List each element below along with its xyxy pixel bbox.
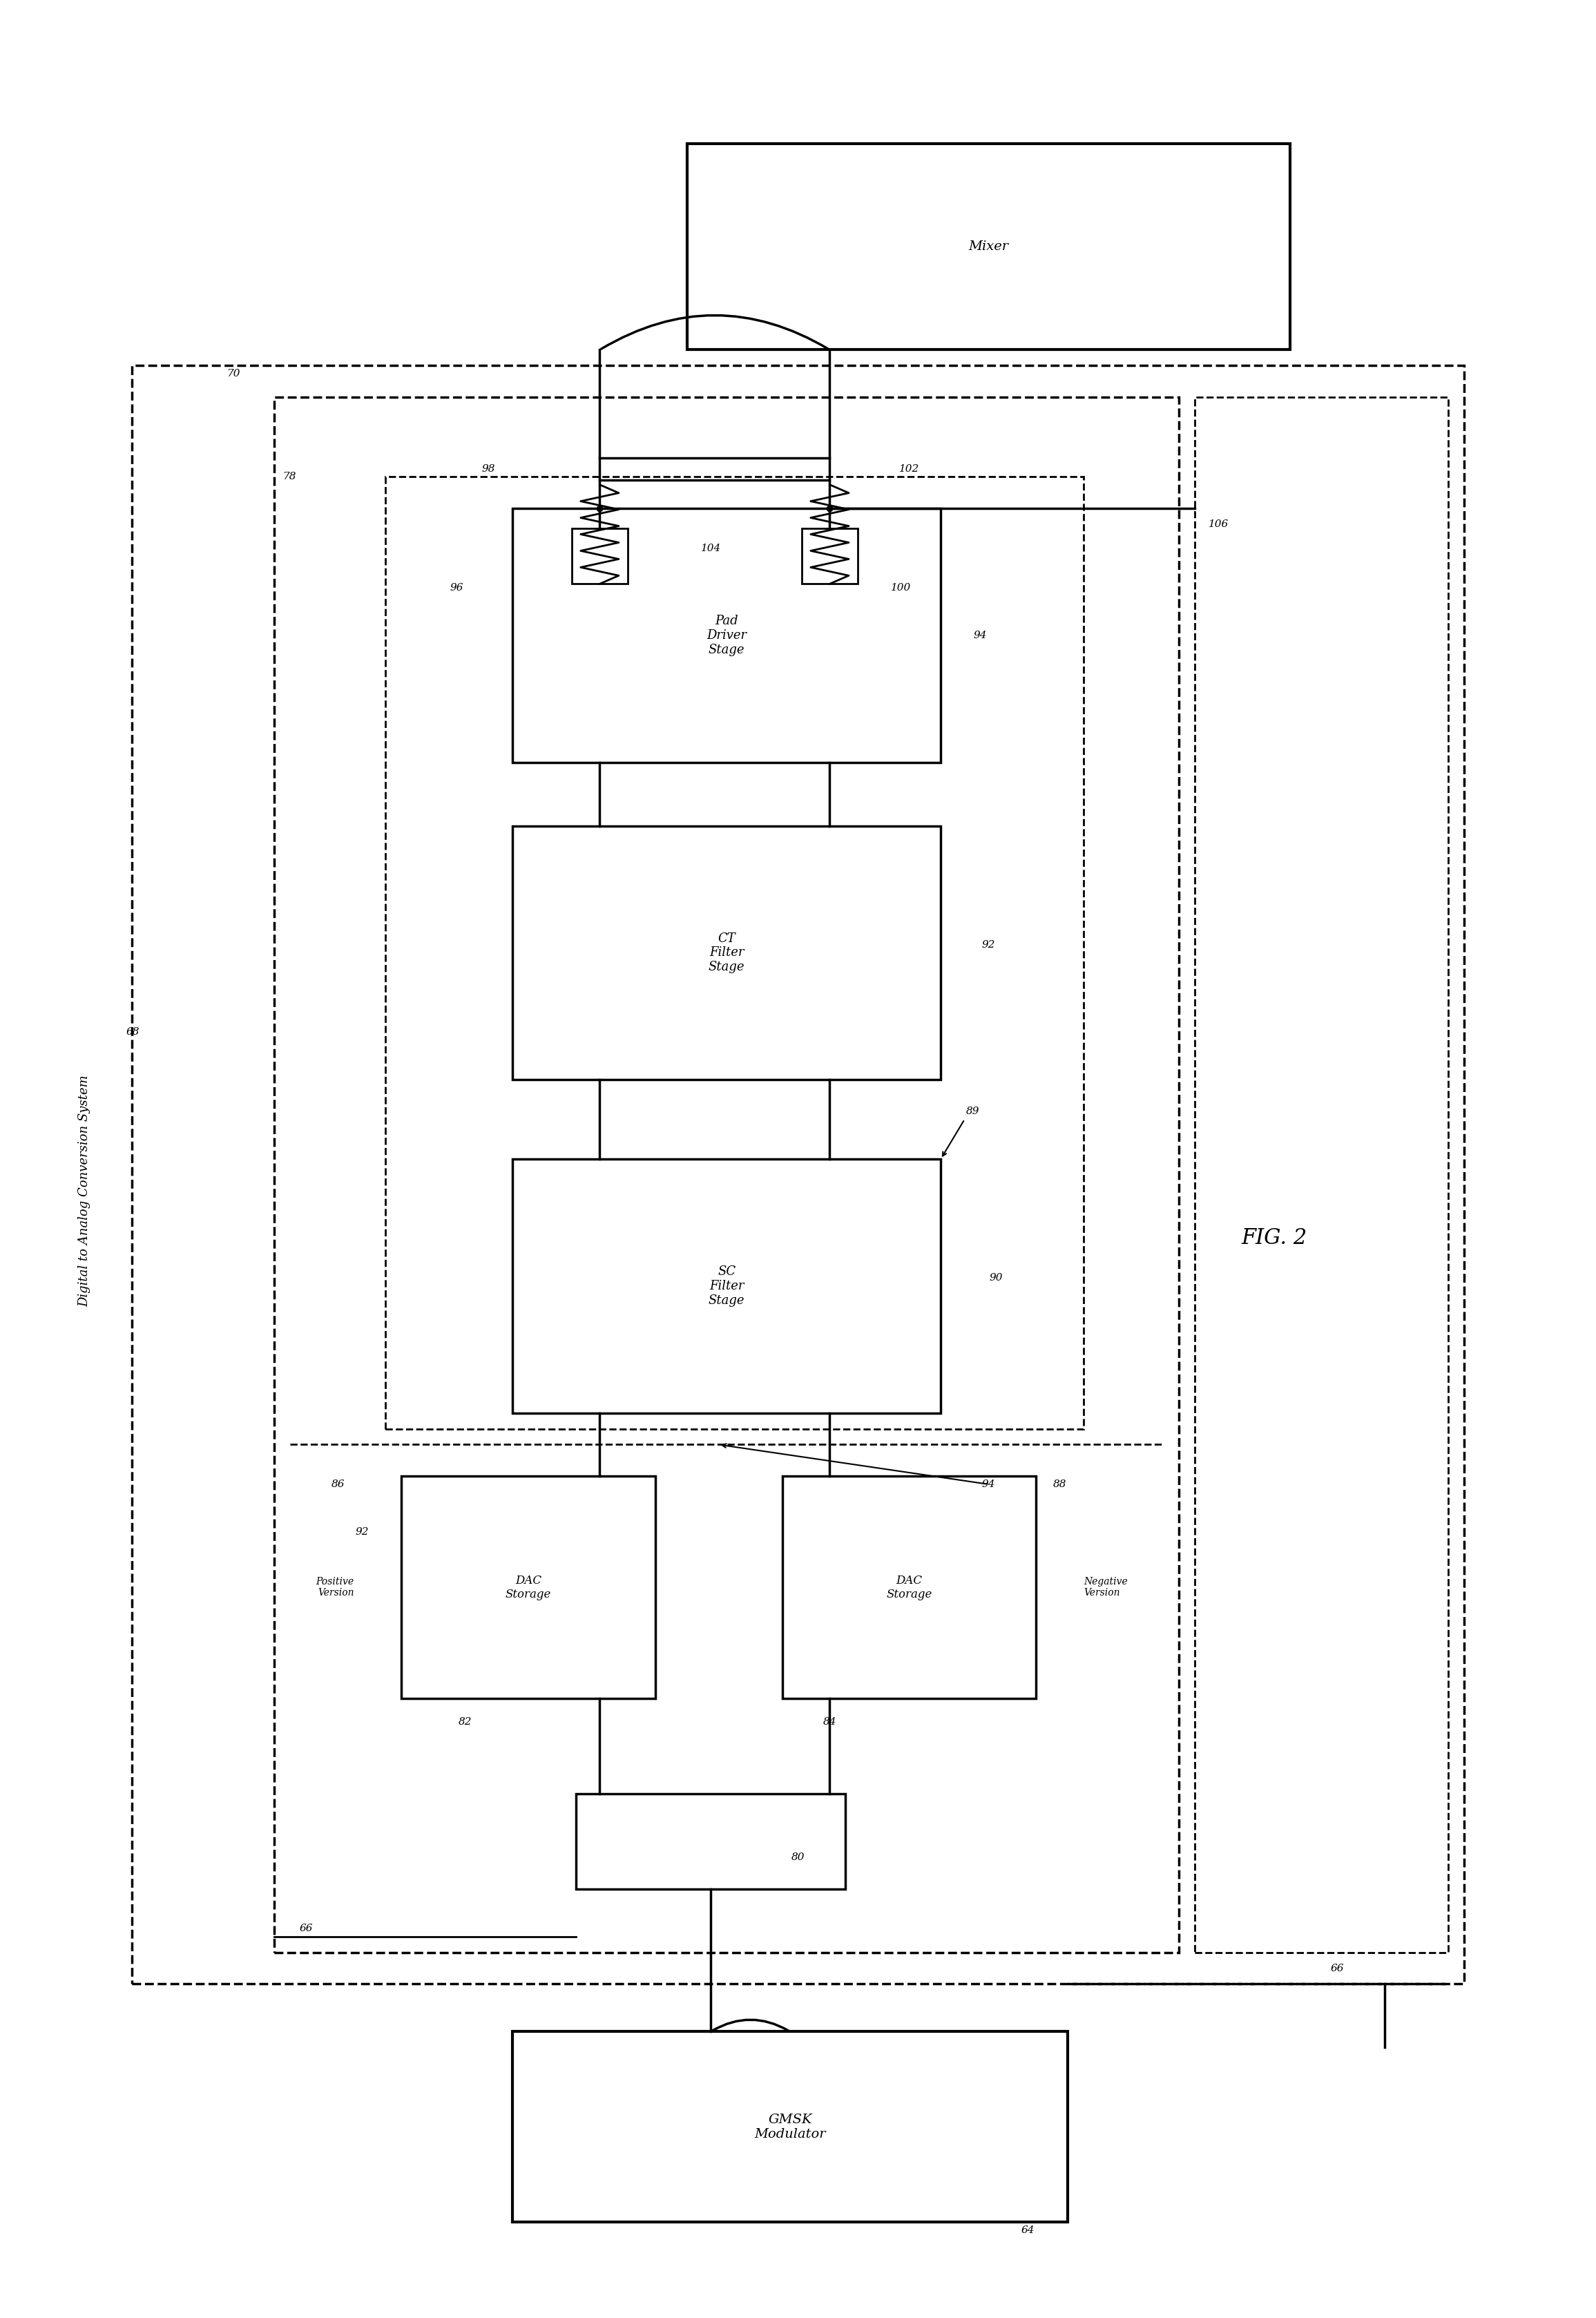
Text: 94: 94 — [974, 630, 988, 640]
Text: DAC
Storage: DAC Storage — [506, 1574, 551, 1599]
Text: Positive
Version: Positive Version — [316, 1576, 354, 1597]
Bar — [576, 1794, 846, 1889]
Bar — [782, 1477, 1036, 1699]
Text: CT
Filter
Stage: CT Filter Stage — [709, 932, 745, 974]
Text: 96: 96 — [450, 584, 464, 593]
Text: 78: 78 — [282, 473, 295, 482]
Bar — [402, 1477, 656, 1699]
Bar — [571, 529, 627, 584]
Text: 102: 102 — [899, 464, 919, 473]
Text: 88: 88 — [1053, 1479, 1066, 1488]
Bar — [512, 2031, 1068, 2223]
Bar — [801, 529, 857, 584]
Text: 106: 106 — [1208, 519, 1229, 529]
Text: 100: 100 — [891, 584, 911, 593]
Text: FIG. 2: FIG. 2 — [1242, 1229, 1307, 1249]
Text: Pad
Driver
Stage: Pad Driver Stage — [707, 614, 747, 656]
Text: 66: 66 — [300, 1924, 313, 1933]
Text: 64: 64 — [1021, 2225, 1034, 2235]
Bar — [686, 144, 1290, 350]
Text: 104: 104 — [701, 542, 721, 554]
Text: 86: 86 — [332, 1479, 345, 1488]
Bar — [512, 825, 940, 1080]
Text: 70: 70 — [227, 369, 241, 378]
Bar — [275, 396, 1179, 1952]
Text: 82: 82 — [458, 1718, 471, 1727]
Bar — [512, 1159, 940, 1414]
Text: Mixer: Mixer — [969, 241, 1009, 253]
Text: GMSK
Modulator: GMSK Modulator — [755, 2114, 825, 2140]
Text: 92: 92 — [982, 941, 994, 950]
Text: 94: 94 — [982, 1479, 994, 1488]
Bar — [512, 508, 940, 763]
Bar — [1194, 396, 1449, 1952]
Text: 68: 68 — [126, 1027, 139, 1036]
Text: 66: 66 — [1331, 1963, 1344, 1973]
Text: DAC
Storage: DAC Storage — [886, 1574, 932, 1599]
Text: 92: 92 — [354, 1528, 369, 1537]
Bar — [386, 478, 1084, 1428]
Text: 80: 80 — [792, 1852, 804, 1861]
Text: 98: 98 — [482, 464, 495, 473]
Bar — [132, 366, 1464, 1984]
Text: 89: 89 — [966, 1106, 980, 1117]
Text: Digital to Analog Conversion System: Digital to Analog Conversion System — [78, 1076, 91, 1307]
Text: SC
Filter
Stage: SC Filter Stage — [709, 1266, 745, 1307]
Text: Negative
Version: Negative Version — [1084, 1576, 1128, 1597]
Text: 84: 84 — [824, 1718, 836, 1727]
Text: 90: 90 — [990, 1273, 1002, 1282]
